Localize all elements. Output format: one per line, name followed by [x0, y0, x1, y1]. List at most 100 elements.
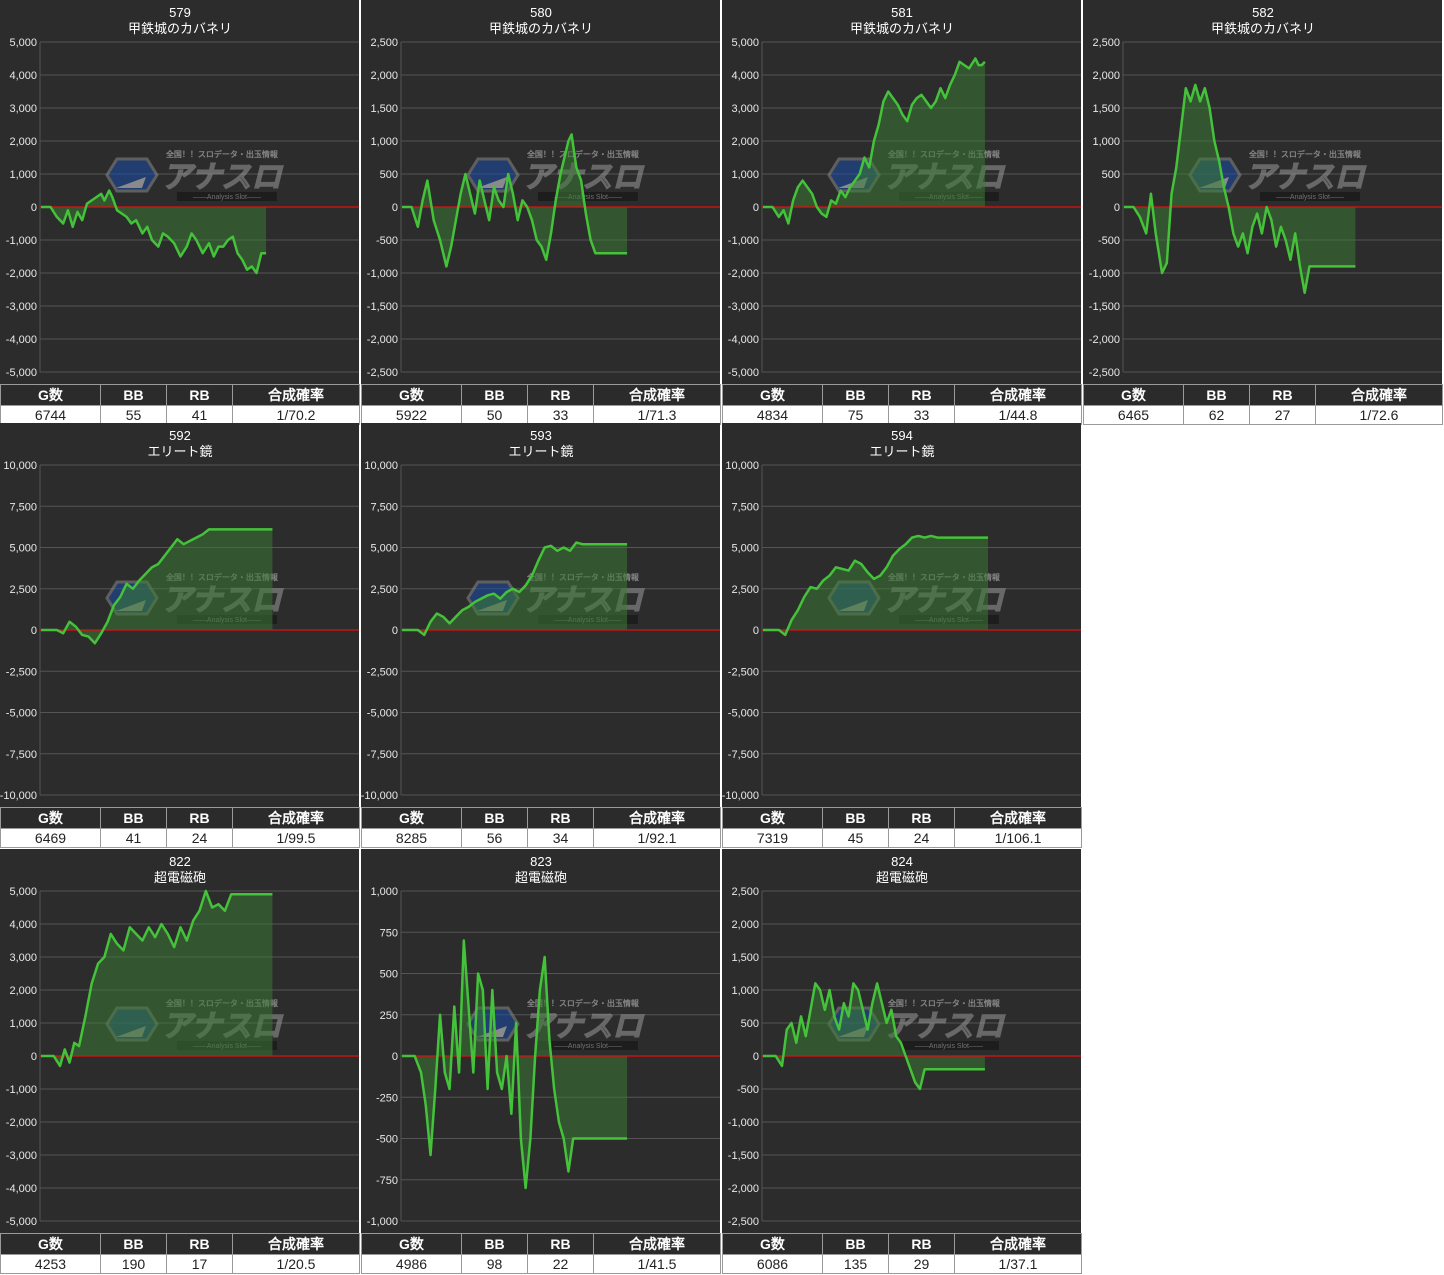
y-tick-label: -750: [376, 1175, 398, 1187]
stats-table: G数 BB RB 合成確率 4834 75 33 1/44.8: [722, 384, 1082, 425]
line-chart: 580 甲鉄城のカバネリ 2,500 2,000 1,500 1,000 500 0 -500 -…: [367, 5, 720, 379]
header-games: G数: [361, 384, 462, 406]
header-games: G数: [361, 807, 462, 829]
rate-value: 1/37.1: [954, 1254, 1082, 1274]
y-tick-label: 7,500: [731, 501, 759, 513]
y-tick-label: 0: [392, 625, 398, 637]
header-bb: BB: [100, 1233, 167, 1255]
y-tick-label: 2,500: [731, 584, 759, 596]
bb-value: 41: [100, 828, 167, 848]
y-tick-label: 7,500: [9, 501, 37, 513]
rate-value: 1/44.8: [954, 405, 1082, 425]
rate-value: 1/72.6: [1315, 405, 1443, 425]
y-tick-label: -10,000: [361, 790, 398, 802]
series-line: [402, 939, 628, 1190]
series-line: [41, 889, 273, 1068]
rb-value: 33: [527, 405, 594, 425]
stats-table: G数 BB RB 合成確率 6469 41 24 1/99.5: [0, 807, 360, 848]
y-tick-label: 0: [31, 1051, 37, 1063]
bb-value: 135: [822, 1254, 889, 1274]
series-line: [763, 534, 989, 637]
y-tick-label: -1,000: [6, 1084, 37, 1096]
line-chart: 579 甲鉄城のカバネリ 5,000 4,000 3,000 2,000 1,000 0 -1,…: [6, 5, 359, 379]
y-tick-label: 5,000: [731, 543, 759, 555]
chart-unit-number: 824: [891, 854, 913, 869]
chart-unit-number: 823: [530, 854, 552, 869]
header-games: G数: [722, 1233, 823, 1255]
header-bb: BB: [822, 807, 889, 829]
header-rate: 合成確率: [1315, 384, 1443, 406]
rb-value: 41: [166, 405, 233, 425]
y-tick-label: -1,000: [728, 1117, 759, 1129]
y-tick-label: 2,500: [370, 37, 398, 49]
header-rb: RB: [527, 384, 594, 406]
series-area: [402, 940, 628, 1188]
y-tick-label: 5,000: [9, 886, 37, 898]
header-games: G数: [722, 384, 823, 406]
games-value: 7319: [722, 828, 823, 848]
series-area: [1124, 84, 1356, 293]
watermark-subtitle: ——Analysis Slot——: [554, 194, 622, 201]
y-tick-label: -1,000: [367, 1216, 398, 1228]
y-tick-label: 1,000: [731, 985, 759, 997]
y-tick-label: 5,000: [370, 543, 398, 555]
y-tick-label: -5,000: [367, 708, 398, 720]
chart-machine-name: エリート鏡: [147, 445, 212, 460]
y-tick-label: -500: [376, 235, 398, 247]
chart-machine-name: 超電磁砲: [515, 871, 567, 886]
y-tick-label: 1,000: [370, 136, 398, 148]
rb-value: 29: [888, 1254, 955, 1274]
games-value: 6086: [722, 1254, 823, 1274]
header-rate: 合成確率: [232, 807, 360, 829]
y-tick-label: -10,000: [0, 790, 37, 802]
line-chart: 593 エリート鏡 10,000 7,500 5,000 2,500 0 -2,500 -5,0…: [361, 428, 720, 802]
chart-unit-number: 579: [169, 5, 191, 20]
rate-value: 1/99.5: [232, 828, 360, 848]
stats-table: G数 BB RB 合成確率 4253 190 17 1/20.5: [0, 1233, 360, 1274]
chart-panel: 592 エリート鏡 10,000 7,500 5,000 2,500 0 -2,500 -5,0…: [0, 423, 360, 848]
y-tick-label: 1,000: [9, 1018, 37, 1030]
watermark-brand: アナスロ: [884, 1009, 1005, 1044]
y-tick-label: 500: [380, 169, 398, 181]
rb-value: 24: [166, 828, 233, 848]
rb-value: 22: [527, 1254, 594, 1274]
stats-table: G数 BB RB 合成確率 7319 45 24 1/106.1: [722, 807, 1082, 848]
y-tick-label: 10,000: [3, 460, 37, 472]
y-tick-label: -3,000: [6, 1150, 37, 1162]
rb-value: 17: [166, 1254, 233, 1274]
header-games: G数: [0, 384, 101, 406]
line-chart: 592 エリート鏡 10,000 7,500 5,000 2,500 0 -2,500 -5,0…: [0, 428, 359, 802]
y-tick-label: -2,000: [367, 334, 398, 346]
stats-table: G数 BB RB 合成確率 6465 62 27 1/72.6: [1083, 384, 1443, 425]
y-tick-label: 4,000: [9, 70, 37, 82]
header-bb: BB: [822, 1233, 889, 1255]
header-rate: 合成確率: [954, 1233, 1082, 1255]
rate-value: 1/70.2: [232, 405, 360, 425]
header-rb: RB: [888, 807, 955, 829]
series-line: [402, 541, 628, 637]
y-tick-label: -1,500: [1089, 301, 1120, 313]
y-tick-label: 2,500: [9, 584, 37, 596]
watermark-tagline: 全国！！スロデータ・出玉情報: [526, 149, 640, 159]
y-tick-label: 1,500: [731, 952, 759, 964]
y-tick-label: 0: [392, 1051, 398, 1063]
line-chart: 823 超電磁砲 1,000 750 500 250 0 -250 -500 -750 -1,000…: [367, 854, 720, 1228]
games-value: 5922: [361, 405, 462, 425]
y-tick-label: 2,000: [1092, 70, 1120, 82]
chart-unit-number: 594: [891, 428, 913, 443]
y-tick-label: -5,000: [728, 367, 759, 379]
watermark-logo-icon: [105, 157, 159, 193]
y-tick-label: 10,000: [364, 460, 398, 472]
y-tick-label: 250: [380, 1010, 398, 1022]
y-tick-label: 0: [31, 202, 37, 214]
chart-panel: 582 甲鉄城のカバネリ 2,500 2,000 1,500 1,000 500 0 -500 -…: [1083, 0, 1443, 425]
chart-unit-number: 581: [891, 5, 913, 20]
header-rb: RB: [166, 1233, 233, 1255]
line-chart: 824 超電磁砲 2,500 2,000 1,500 1,000 500 0 -500 -1,00…: [728, 854, 1081, 1228]
chart-panel: 594 エリート鏡 10,000 7,500 5,000 2,500 0 -2,500 -5,0…: [722, 423, 1082, 848]
y-tick-label: -3,000: [6, 301, 37, 313]
y-tick-label: -7,500: [367, 749, 398, 761]
header-bb: BB: [822, 384, 889, 406]
